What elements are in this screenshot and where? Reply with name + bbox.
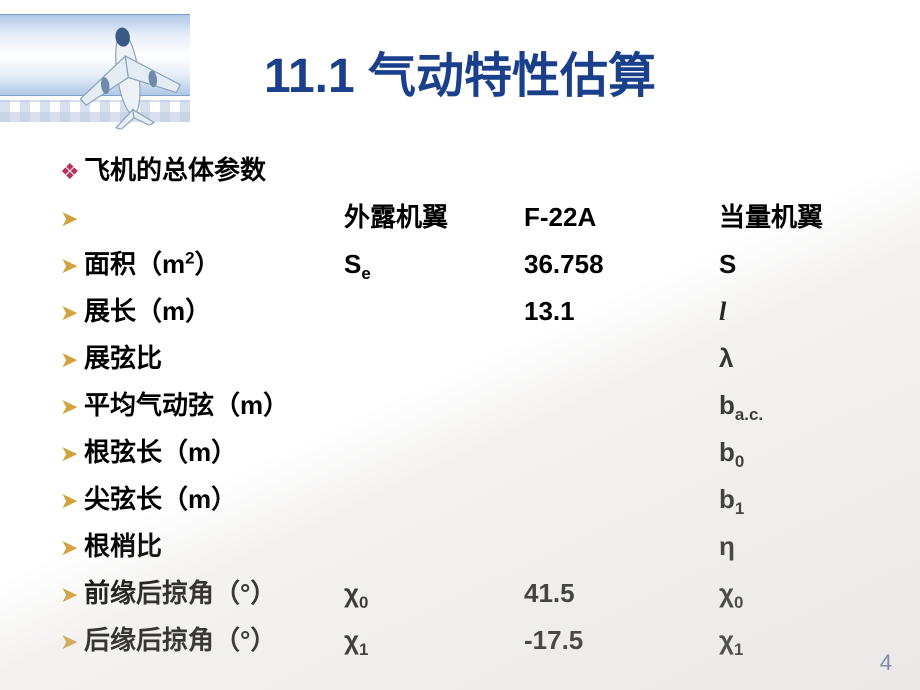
row-label: 根弦长（m） <box>84 432 344 469</box>
header-col-b: F-22A <box>524 202 719 233</box>
header-col-a: 外露机翼 <box>344 197 524 234</box>
section-heading: 飞机的总体参数 <box>84 150 266 187</box>
row-col-a: χ0 <box>344 578 524 613</box>
row-col-b: 41.5 <box>524 578 719 609</box>
row-label: 前缘后掠角（°） <box>84 573 344 610</box>
arrow-bullet-icon: ➤ <box>60 441 84 467</box>
data-row: ➤平均气动弦（m）ba.c. <box>60 385 880 421</box>
arrow-bullet-icon: ➤ <box>60 629 84 655</box>
row-label: 后缘后掠角（°） <box>84 620 344 657</box>
row-label: 尖弦长（m） <box>84 479 344 516</box>
row-col-a: Se <box>344 249 524 284</box>
data-row: ➤尖弦长（m）b1 <box>60 479 880 515</box>
arrow-bullet-icon: ➤ <box>60 253 84 279</box>
airplane-icon <box>54 0 199 136</box>
row-col-c: χ1 <box>719 625 880 660</box>
row-label: 平均气动弦（m） <box>84 385 344 422</box>
row-col-c: η <box>719 531 880 562</box>
row-col-c: b0 <box>719 437 880 472</box>
data-row: ➤面积（m2）Se36.758S <box>60 244 880 280</box>
arrow-bullet-icon: ➤ <box>60 394 84 420</box>
data-rows: ➤面积（m2）Se36.758S➤展长（m）13.1l➤展弦比λ➤平均气动弦（m… <box>60 244 880 656</box>
data-row: ➤后缘后掠角（°）χ1-17.5χ1 <box>60 620 880 656</box>
row-label: 展弦比 <box>84 338 344 375</box>
data-row: ➤展长（m） 13.1l <box>60 291 880 327</box>
row-col-b: 36.758 <box>524 249 719 280</box>
arrow-bullet-icon: ➤ <box>60 206 84 232</box>
data-row: ➤展弦比 λ <box>60 338 880 374</box>
diamond-bullet-icon: ❖ <box>60 159 84 185</box>
row-col-c: l <box>719 297 880 327</box>
arrow-bullet-icon: ➤ <box>60 347 84 373</box>
arrow-bullet-icon: ➤ <box>60 582 84 608</box>
row-col-a: χ1 <box>344 625 524 660</box>
arrow-bullet-icon: ➤ <box>60 300 84 326</box>
row-col-c: χ0 <box>719 578 880 613</box>
data-row: ➤根梢比 η <box>60 526 880 562</box>
data-row: ➤根弦长（m）b0 <box>60 432 880 468</box>
column-header-row: ➤ 外露机翼 F-22A 当量机翼 <box>60 197 880 233</box>
row-col-c: S <box>719 249 880 280</box>
content-area: ❖ 飞机的总体参数 ➤ 外露机翼 F-22A 当量机翼 ➤面积（m2）Se36.… <box>60 150 880 667</box>
row-label: 根梢比 <box>84 526 344 563</box>
row-label: 面积（m2） <box>84 244 344 281</box>
data-row: ➤前缘后掠角（°）χ041.5χ0 <box>60 573 880 609</box>
page-number: 4 <box>880 650 892 676</box>
arrow-bullet-icon: ➤ <box>60 535 84 561</box>
row-col-b: -17.5 <box>524 625 719 656</box>
row-label: 展长（m） <box>84 291 344 328</box>
section-heading-line: ❖ 飞机的总体参数 <box>60 150 880 186</box>
row-col-c: b1 <box>719 484 880 519</box>
row-col-b: 13.1 <box>524 296 719 327</box>
arrow-bullet-icon: ➤ <box>60 488 84 514</box>
row-col-c: λ <box>719 343 880 374</box>
row-col-c: ba.c. <box>719 390 880 425</box>
header-col-c: 当量机翼 <box>719 197 880 234</box>
